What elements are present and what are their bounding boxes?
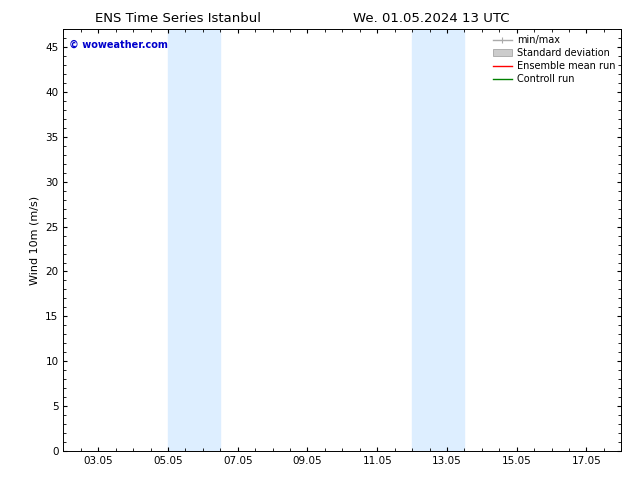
Bar bbox=[168, 29, 221, 451]
Y-axis label: Wind 10m (m/s): Wind 10m (m/s) bbox=[30, 196, 40, 285]
Bar bbox=[412, 29, 464, 451]
Text: ENS Time Series Istanbul: ENS Time Series Istanbul bbox=[94, 12, 261, 25]
Legend: min/max, Standard deviation, Ensemble mean run, Controll run: min/max, Standard deviation, Ensemble me… bbox=[489, 31, 619, 88]
Text: © woweather.com: © woweather.com bbox=[69, 40, 168, 50]
Text: We. 01.05.2024 13 UTC: We. 01.05.2024 13 UTC bbox=[353, 12, 509, 25]
